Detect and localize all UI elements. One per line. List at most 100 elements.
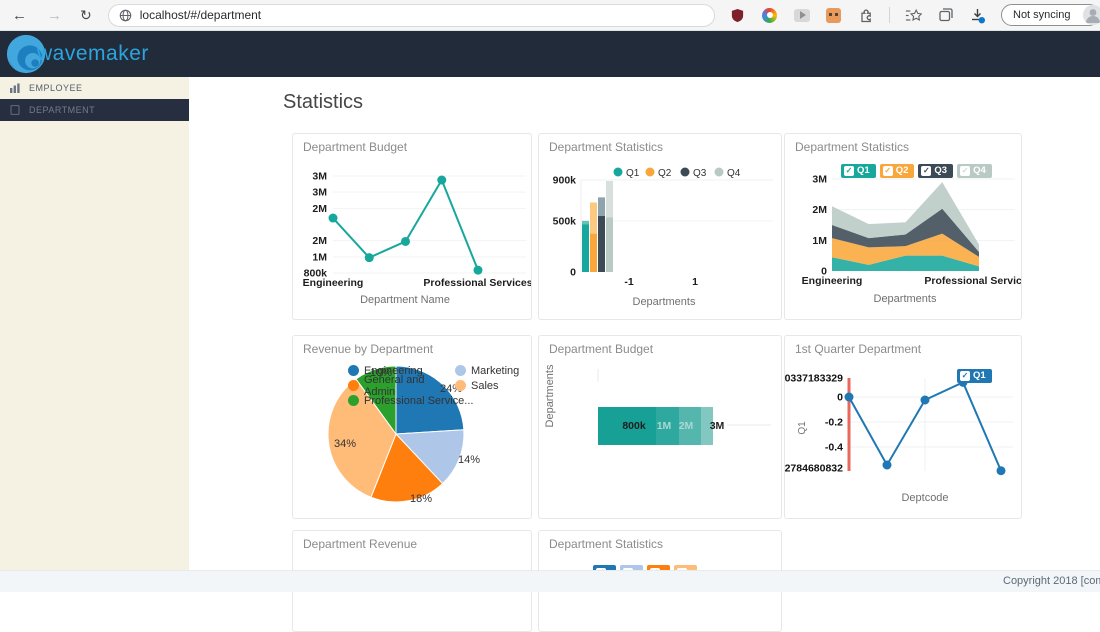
- svg-text:1M: 1M: [812, 235, 827, 247]
- svg-text:Q2: Q2: [658, 168, 672, 179]
- adblock-extension-icon[interactable]: [729, 7, 746, 24]
- collections-icon[interactable]: [937, 7, 954, 24]
- svg-text:Q4: Q4: [727, 168, 741, 179]
- svg-text:18%: 18%: [410, 493, 432, 505]
- url-text: localhost/#/department: [139, 8, 262, 22]
- svg-text:Q1: Q1: [626, 168, 640, 179]
- svg-text:0: 0: [837, 391, 843, 403]
- legend-badge-q2[interactable]: ✓ Q2: [879, 164, 915, 178]
- chart-card-department-statistics-bar: Department Statistics 0 500k 900k Q1 Q2 Q3 Q4 -…: [538, 133, 782, 320]
- toolbar-separator: [889, 7, 890, 23]
- favorites-star-icon[interactable]: [905, 7, 922, 24]
- svg-text:0: 0: [821, 266, 827, 278]
- chart-title: Department Statistics: [549, 537, 664, 551]
- chart-title: 1st Quarter Department: [795, 342, 922, 356]
- page-title: Statistics: [283, 91, 364, 113]
- svg-text:Engineering: Engineering: [303, 277, 364, 289]
- color-wheel-extension-icon[interactable]: [761, 7, 778, 24]
- copyright-text: Copyright 2018 [compan: [1003, 575, 1100, 587]
- svg-text:Deptcode: Deptcode: [901, 492, 948, 504]
- main-content: Statistics Department Budget 800k 1M 2M 2M 3…: [189, 77, 1100, 632]
- svg-text:2M: 2M: [812, 204, 827, 216]
- legend-badge-q1[interactable]: ✓ Q1: [957, 369, 992, 383]
- svg-text:900k: 900k: [553, 175, 577, 187]
- address-bar[interactable]: localhost/#/department: [107, 3, 715, 27]
- legend-item-engineering[interactable]: Engineering: [348, 365, 455, 377]
- legend-badge-q4[interactable]: ✓ Q4: [957, 164, 992, 178]
- svg-text:800k: 800k: [622, 420, 646, 432]
- site-info-globe-icon: [119, 9, 131, 21]
- chart-card-department-budget-hbar: Department Budget Departments 800k 1M 2M 3M: [538, 335, 782, 519]
- chart-card-department-statistics-area: Department Statistics 0 1M 2M 3M Engineering…: [784, 133, 1022, 320]
- chart-card-department-budget-line: Department Budget 800k 1M 2M 2M 3M 3M Engineer…: [292, 133, 532, 320]
- chart-title: Department Statistics: [549, 140, 664, 154]
- chart-title: Department Budget: [303, 140, 408, 154]
- bar-chart-icon: [10, 83, 20, 93]
- chart-title: Department Revenue: [303, 537, 418, 551]
- svg-text:1M: 1M: [312, 251, 327, 263]
- chart-title: Department Statistics: [795, 140, 910, 154]
- svg-text:Departments: Departments: [544, 364, 556, 427]
- chart-card-1st-quarter-department: 1st Quarter Department 60337183329 0 -0.2 -…: [784, 335, 1022, 519]
- bar-chart: 0 500k 900k Q1 Q2 Q3 Q4 -1 1 Departments: [553, 167, 773, 308]
- line-chart: 800k 1M 2M 2M 3M 3M Engineering Professional Se…: [303, 171, 531, 307]
- svg-text:10%: 10%: [370, 367, 392, 379]
- horizontal-bar-chart: Departments 800k 1M 2M 3M: [544, 364, 771, 445]
- svg-text:2M: 2M: [312, 235, 327, 247]
- svg-text:-0.4: -0.4: [825, 442, 843, 454]
- sidebar-item-employee[interactable]: EMPLOYEE: [0, 77, 189, 99]
- svg-text:Q3: Q3: [693, 168, 707, 179]
- back-button[interactable]: ←: [12, 6, 27, 24]
- chart-title: Department Budget: [549, 342, 654, 356]
- video-extension-icon[interactable]: [793, 7, 810, 24]
- profile-label: Not syncing: [1013, 9, 1071, 21]
- downloads-icon[interactable]: [969, 7, 986, 24]
- legend-item-general-and-admin[interactable]: General and Admin: [348, 374, 455, 398]
- refresh-button[interactable]: ↻: [80, 7, 92, 23]
- legend-badge-q3[interactable]: ✓ Q3: [918, 164, 954, 178]
- chart-card-revenue-by-department: Revenue by Department 24% 14% 18% 34% 10% En…: [292, 335, 532, 519]
- svg-text:60337183329: 60337183329: [785, 373, 843, 385]
- svg-text:2M: 2M: [679, 420, 694, 432]
- svg-text:3M: 3M: [710, 420, 725, 432]
- forward-button[interactable]: →: [47, 6, 62, 24]
- sidebar-nav: EMPLOYEE DEPARTMENT: [0, 77, 189, 570]
- svg-text:2M: 2M: [312, 203, 327, 215]
- svg-text:-1: -1: [624, 276, 633, 288]
- app-footer: Copyright 2018 [compan: [0, 570, 1100, 592]
- pie-chart: 24%14%18%34%10%: [327, 365, 480, 505]
- legend-badges[interactable]: ✓ Q1 ✓ Q2 ✓ Q3 ✓ Q4: [841, 164, 992, 178]
- svg-text:800k: 800k: [304, 268, 328, 280]
- svg-text:Q1: Q1: [797, 421, 808, 435]
- legend-badge-q1[interactable]: ✓ Q1: [957, 369, 992, 383]
- svg-text:12784680832: 12784680832: [785, 463, 843, 475]
- chart-title: Revenue by Department: [303, 342, 434, 356]
- extensions-puzzle-icon[interactable]: [857, 7, 874, 24]
- svg-text:3M: 3M: [312, 187, 327, 199]
- legend-item-marketing[interactable]: Marketing: [455, 365, 519, 377]
- svg-text:3M: 3M: [312, 171, 327, 183]
- app-header: wavemaker: [0, 30, 1100, 77]
- svg-text:Departments: Departments: [874, 293, 937, 305]
- avatar: [1083, 5, 1100, 25]
- svg-text:Department Name: Department Name: [360, 294, 450, 306]
- svg-text:-0.2: -0.2: [825, 416, 843, 428]
- svg-text:500k: 500k: [553, 215, 577, 227]
- svg-text:1: 1: [692, 276, 698, 288]
- legend-item-professional-service-[interactable]: Professional Service...: [348, 395, 473, 407]
- sidebar-item-department[interactable]: DEPARTMENT: [0, 99, 189, 121]
- legend-item-sales[interactable]: Sales: [455, 380, 499, 392]
- orange-extension-icon[interactable]: [825, 7, 842, 24]
- sidebar-item-label: DEPARTMENT: [29, 105, 96, 115]
- wavemaker-logo-text: wavemaker: [37, 42, 149, 65]
- sidebar-item-label: EMPLOYEE: [29, 83, 83, 93]
- stacked-area-chart: 0 1M 2M 3M Engineering Professional Services D…: [802, 174, 1021, 306]
- document-icon: [10, 105, 20, 115]
- legend-badge-q1[interactable]: ✓ Q1: [841, 164, 876, 178]
- svg-text:14%: 14%: [458, 454, 480, 466]
- svg-text:Departments: Departments: [633, 296, 696, 308]
- profile-button[interactable]: Not syncing: [1001, 4, 1100, 26]
- pie-legend[interactable]: Engineering Marketing General and Admin Sal…: [348, 363, 519, 408]
- svg-text:0: 0: [570, 267, 576, 279]
- svg-text:Professional Services: Professional Services: [924, 275, 1021, 287]
